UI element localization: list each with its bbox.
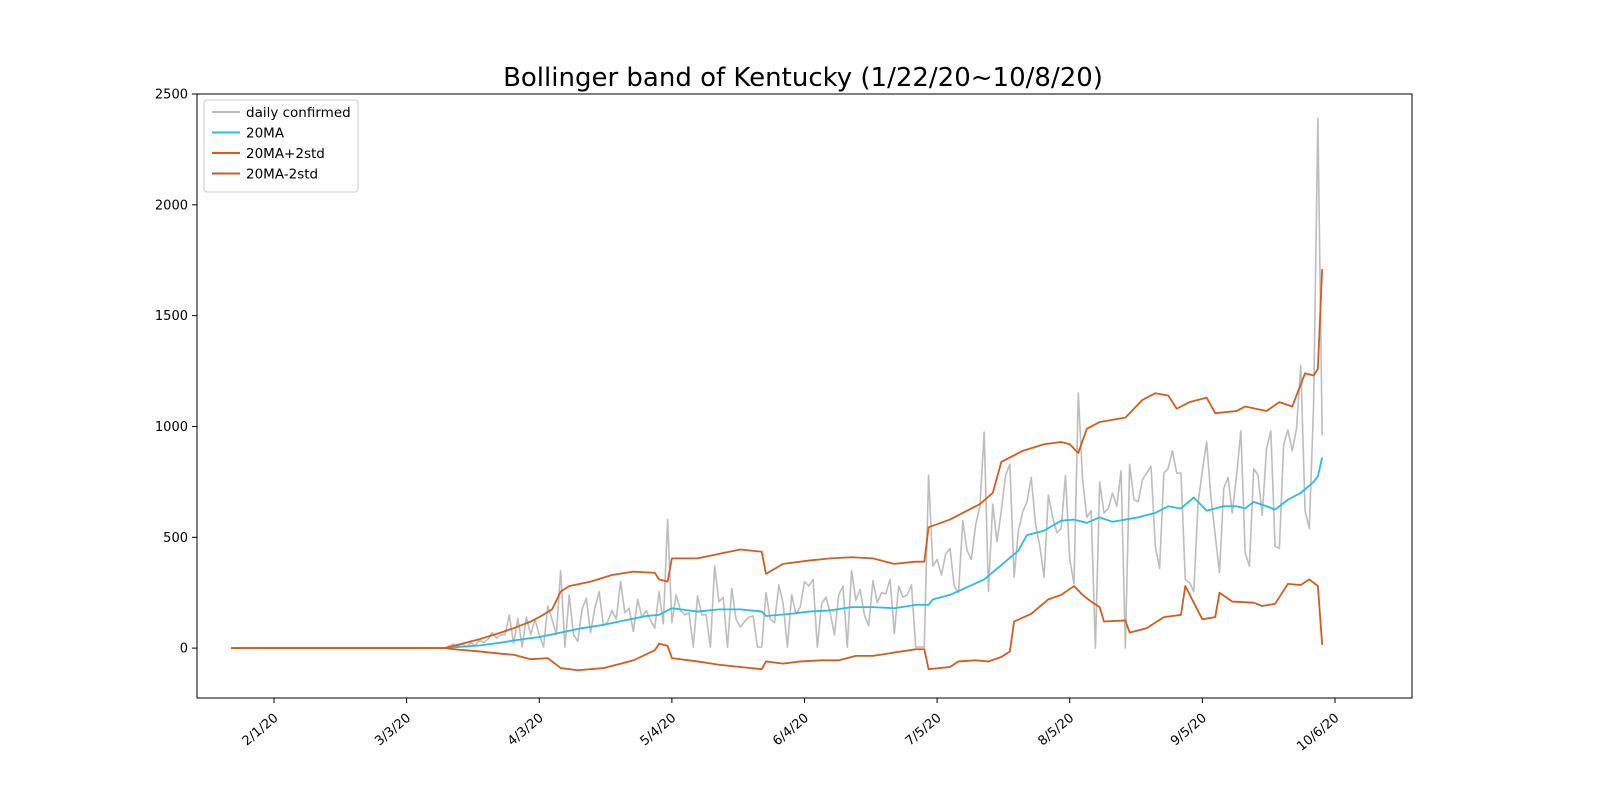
y-tick-label: 500	[163, 531, 188, 546]
y-tick-label: 0	[180, 642, 188, 657]
series-line-daily-confirmed	[231, 117, 1323, 649]
series-line-20ma-2std	[231, 269, 1324, 650]
series-line-20ma-2std	[231, 578, 1324, 672]
legend-label-daily-confirmed: daily confirmed	[246, 105, 351, 121]
y-tick-label: 2500	[155, 88, 188, 103]
legend-label-20ma-2std: 20MA-2std	[246, 167, 318, 183]
series-line-20ma	[231, 457, 1324, 650]
y-tick-label: 1500	[155, 309, 188, 324]
y-tick-label: 2000	[155, 198, 188, 213]
chart-title: Bollinger band of Kentucky (1/22/20~10/8…	[503, 63, 1103, 93]
legend: daily confirmed 20MA 20MA+2std 20MA-2std	[203, 99, 359, 193]
legend-label-20ma-2std: 20MA+2std	[246, 146, 325, 162]
legend-label-20ma: 20MA	[246, 126, 285, 142]
series-layer	[231, 117, 1324, 672]
legend-box	[203, 99, 359, 193]
y-axis: 0 500 1000 1500 2000 2500	[155, 88, 197, 657]
y-tick-label: 1000	[155, 420, 188, 435]
